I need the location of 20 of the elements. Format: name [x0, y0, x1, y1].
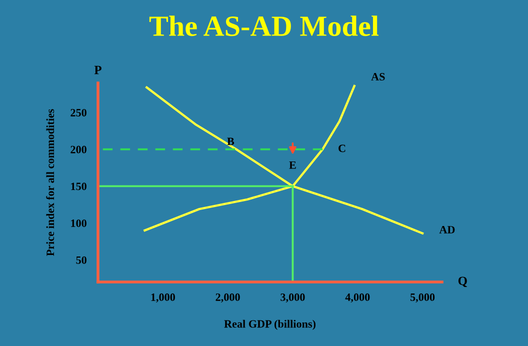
- y-axis-title: Price index for all commodities: [46, 109, 54, 256]
- annotation: E: [289, 161, 296, 169]
- x-tick-label: 4,000: [345, 293, 370, 303]
- annotation: B: [227, 138, 234, 146]
- x-tick-label: 2,000: [216, 293, 240, 303]
- x-tick-label: 3,000: [280, 293, 305, 303]
- x-tick-label: 1,000: [151, 293, 175, 303]
- text: P: [94, 66, 102, 74]
- series-label: AD: [439, 226, 455, 234]
- y-tick-label: 200: [70, 146, 86, 154]
- text: Q: [458, 276, 467, 288]
- chart-title: The AS-AD Model: [149, 16, 379, 36]
- x-axis-title: Real GDP (billions): [224, 320, 316, 330]
- y-tick-label: 50: [76, 256, 86, 264]
- y-tick-label: 150: [71, 182, 86, 190]
- y-tick-label: 100: [71, 220, 86, 227]
- y-tick-label: 250: [70, 108, 86, 116]
- x-tick-label: 5,000: [410, 293, 435, 303]
- annotation: C: [338, 144, 346, 152]
- series-label: AS: [371, 73, 385, 80]
